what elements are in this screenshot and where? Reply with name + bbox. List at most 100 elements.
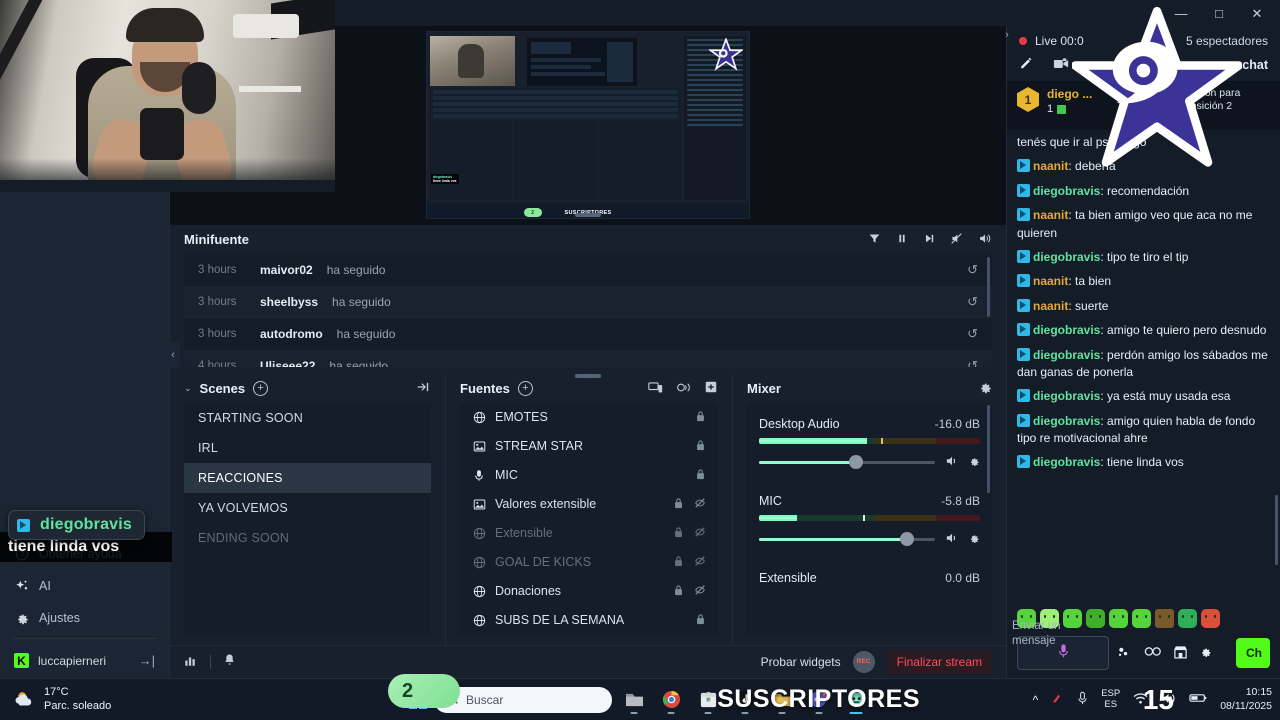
chat-username[interactable]: naanit bbox=[1033, 298, 1069, 313]
replay-alert-icon[interactable]: ↺ bbox=[967, 358, 978, 367]
visibility-off-icon[interactable] bbox=[694, 555, 706, 570]
taskbar-app-tiktok[interactable] bbox=[730, 685, 760, 715]
replay-alert-icon[interactable]: ↺ bbox=[967, 262, 978, 278]
chat-username[interactable]: diegobravis bbox=[1033, 455, 1101, 470]
scenes-list[interactable]: STARTING SOON IRL REACCIONES YA VOLVEMOS… bbox=[184, 402, 431, 635]
channel-volume-slider[interactable] bbox=[759, 532, 935, 547]
tray-language-indicator[interactable]: ESP ES bbox=[1101, 688, 1120, 710]
taskbar-app-discord[interactable]: 9+ bbox=[804, 685, 834, 715]
source-item[interactable]: SUBS DE LA SEMANA bbox=[460, 606, 718, 635]
slime-headphones-emote-icon[interactable] bbox=[1178, 609, 1197, 628]
scene-item[interactable]: IRL bbox=[198, 440, 219, 455]
slime-mushroom-emote-icon[interactable] bbox=[1201, 609, 1220, 628]
add-file-icon[interactable] bbox=[704, 380, 718, 397]
chat-message-list[interactable]: tenés que ir al psicólogo naanit: deberí… bbox=[1007, 130, 1280, 605]
lock-icon[interactable] bbox=[673, 584, 684, 599]
clip-icon[interactable] bbox=[1053, 57, 1069, 73]
replay-alert-icon[interactable]: ↺ bbox=[967, 294, 978, 310]
chat-username[interactable]: diegobravis bbox=[1033, 183, 1101, 198]
infinity-icon[interactable] bbox=[1144, 646, 1162, 660]
sources-list[interactable]: EMOTES STREAM STAR MIC bbox=[460, 402, 718, 635]
visibility-off-icon[interactable] bbox=[694, 584, 706, 599]
volume-icon[interactable] bbox=[945, 455, 959, 470]
notifications-icon[interactable] bbox=[223, 653, 236, 670]
test-widgets-button[interactable]: Probar widgets bbox=[760, 654, 841, 669]
sidebar-item-settings[interactable]: Ajustes bbox=[0, 602, 169, 634]
slime-alien-emote-icon[interactable] bbox=[1040, 609, 1059, 628]
mute-alerts-icon[interactable] bbox=[950, 232, 963, 248]
taskbar-clock[interactable]: 10:15 08/11/2025 bbox=[1220, 686, 1272, 712]
emote-quick-row[interactable] bbox=[1007, 605, 1280, 630]
chat-username[interactable]: diegobravis bbox=[1033, 413, 1101, 428]
gear-icon[interactable] bbox=[968, 532, 980, 547]
scene-item-selected[interactable]: REACCIONES bbox=[184, 462, 431, 493]
lock-icon[interactable] bbox=[673, 555, 684, 570]
voice-message-button[interactable] bbox=[1017, 636, 1109, 670]
tray-chevron-up-icon[interactable]: ^ bbox=[1032, 692, 1039, 707]
mixer-scrollbar[interactable] bbox=[987, 404, 990, 493]
source-item[interactable]: Valores extensible bbox=[460, 490, 718, 519]
chat-username[interactable]: diegobravis bbox=[1033, 323, 1101, 338]
kick-icon[interactable] bbox=[1051, 692, 1064, 708]
minimize-button[interactable]: — bbox=[1174, 5, 1188, 21]
battery-icon[interactable] bbox=[1189, 692, 1207, 707]
record-button[interactable]: REC bbox=[852, 650, 875, 673]
visibility-off-icon[interactable] bbox=[694, 497, 706, 512]
end-stream-button[interactable]: Finalizar stream bbox=[886, 649, 992, 674]
lock-icon[interactable] bbox=[695, 468, 706, 483]
lock-icon[interactable] bbox=[695, 439, 706, 454]
slime-laugh-emote-icon[interactable] bbox=[1109, 609, 1128, 628]
volume-icon[interactable] bbox=[945, 532, 959, 547]
source-item[interactable]: Extensible bbox=[460, 519, 718, 548]
slime-heart-eyes-emote-icon[interactable] bbox=[1132, 609, 1151, 628]
chat-username[interactable]: diegobravis bbox=[1033, 249, 1101, 264]
source-item[interactable]: Donaciones bbox=[460, 577, 718, 606]
volume-icon[interactable] bbox=[1161, 692, 1176, 708]
slime-grin-emote-icon[interactable] bbox=[1063, 609, 1082, 628]
windows-start-icon[interactable] bbox=[409, 690, 427, 709]
stats-icon[interactable] bbox=[184, 654, 198, 670]
sidebar-item-ai[interactable]: AI bbox=[0, 570, 169, 602]
list-item[interactable]: 3 hours autodromo ha seguido ↺ bbox=[184, 318, 992, 351]
source-item[interactable]: MIC bbox=[460, 461, 718, 490]
taskbar-app-chrome[interactable] bbox=[656, 685, 686, 715]
visibility-off-icon[interactable] bbox=[694, 526, 706, 541]
scene-item[interactable]: YA VOLVEMOS bbox=[198, 500, 288, 515]
skip-next-icon[interactable] bbox=[923, 232, 935, 248]
taskbar-app-explorer[interactable] bbox=[619, 685, 649, 715]
lock-icon[interactable] bbox=[695, 613, 706, 628]
filter-icon[interactable] bbox=[868, 232, 881, 248]
replay-alert-icon[interactable]: ↺ bbox=[967, 326, 978, 342]
list-item[interactable]: 3 hours maivor02 ha seguido ↺ bbox=[184, 254, 992, 287]
source-item[interactable]: GOAL DE KICKS bbox=[460, 548, 718, 577]
gear-icon[interactable] bbox=[978, 380, 992, 397]
chevron-down-icon[interactable]: ⌄ bbox=[184, 383, 192, 394]
send-chat-button[interactable]: Ch bbox=[1236, 638, 1270, 668]
chat-username[interactable]: diegobravis bbox=[1033, 389, 1101, 404]
slime-smile-emote-icon[interactable] bbox=[1017, 609, 1036, 628]
sidebar-user[interactable]: K luccapierneri →| bbox=[0, 643, 169, 678]
taskbar-app-folder[interactable] bbox=[767, 685, 797, 715]
close-button[interactable]: ✕ bbox=[1251, 5, 1263, 21]
slime-angel-emote-icon[interactable] bbox=[1086, 609, 1105, 628]
taskbar-search-input[interactable]: Buscar bbox=[434, 686, 612, 713]
add-source-button[interactable]: + bbox=[517, 381, 533, 397]
scene-item[interactable]: STARTING SOON bbox=[198, 410, 303, 425]
maximize-button[interactable]: □ bbox=[1215, 5, 1223, 21]
source-item[interactable]: STREAM STAR bbox=[460, 432, 718, 461]
volume-icon[interactable] bbox=[978, 232, 992, 248]
add-scene-button[interactable]: + bbox=[253, 381, 269, 397]
chat-username[interactable]: naanit bbox=[1033, 274, 1069, 289]
screen-capture-icon[interactable] bbox=[648, 381, 663, 397]
slime-angry-emote-icon[interactable] bbox=[1155, 609, 1174, 628]
edit-icon[interactable] bbox=[1019, 56, 1033, 73]
collapse-left-panel-icon[interactable]: ‹ bbox=[166, 342, 180, 368]
source-item[interactable]: EMOTES bbox=[460, 403, 718, 432]
mini-feed-list[interactable]: 3 hours maivor02 ha seguido ↺ 3 hours sh… bbox=[184, 254, 992, 367]
chat-scrollbar[interactable] bbox=[1275, 495, 1278, 565]
store-icon[interactable] bbox=[1173, 645, 1188, 662]
wifi-icon[interactable] bbox=[1133, 692, 1148, 708]
audio-capture-icon[interactable] bbox=[676, 381, 691, 397]
preview-canvas[interactable]: diegobravis tiene linda vos 2 SUSCRIPTOR… bbox=[427, 32, 749, 219]
taskbar-weather-widget[interactable]: 17°C Parc. soleado bbox=[0, 686, 200, 714]
